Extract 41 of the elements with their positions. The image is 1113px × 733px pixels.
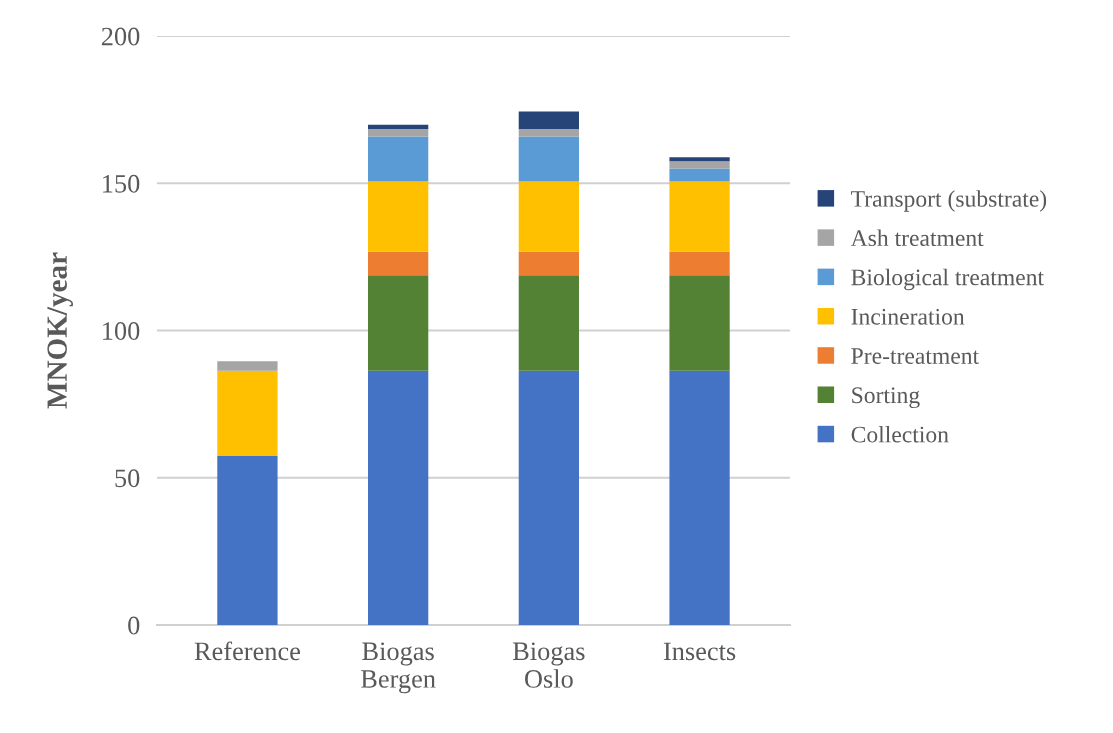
legend-label: Pre-treatment (851, 348, 979, 364)
bar (217, 455, 278, 625)
bar (368, 181, 429, 252)
legend-label: Biological treatment (851, 268, 1044, 291)
legend-label: Ash treatment (850, 229, 984, 247)
bar (669, 161, 730, 169)
bar (518, 136, 579, 182)
y-tick-label: 150 (103, 174, 140, 193)
bar (669, 275, 730, 371)
x-tick-label: Biogas Oslo (512, 642, 585, 688)
bar (217, 361, 278, 371)
bar (368, 124, 429, 130)
bar (669, 181, 730, 252)
legend-label: Sorting (852, 387, 920, 409)
y-tick-label: 50 (115, 469, 140, 488)
y-tick-label: 0 (128, 616, 140, 635)
bar (669, 370, 730, 625)
bar (518, 129, 579, 137)
bar (518, 111, 579, 130)
legend-label: Transport (substrate) (851, 190, 1047, 212)
legend-label: Collection (851, 425, 949, 443)
bar (368, 370, 429, 625)
bar (518, 275, 579, 371)
bar (669, 168, 730, 182)
legend-label: Incineration (851, 308, 965, 325)
bar (368, 251, 429, 276)
x-tick-label: Biogas Bergen (361, 642, 436, 694)
bar (368, 136, 429, 182)
bar (217, 370, 278, 456)
bar (368, 275, 429, 371)
y-tick-label: 200 (101, 27, 140, 46)
x-tick-label: Reference (194, 641, 300, 661)
x-tick-label: Insects (663, 642, 736, 661)
y-axis-title: MNOK/year (47, 252, 73, 409)
bar (518, 251, 579, 276)
bar (518, 370, 579, 625)
bar (368, 129, 429, 137)
bar (669, 251, 730, 276)
y-tick-label: 100 (103, 322, 140, 340)
bar (518, 181, 579, 252)
bar (669, 157, 730, 162)
